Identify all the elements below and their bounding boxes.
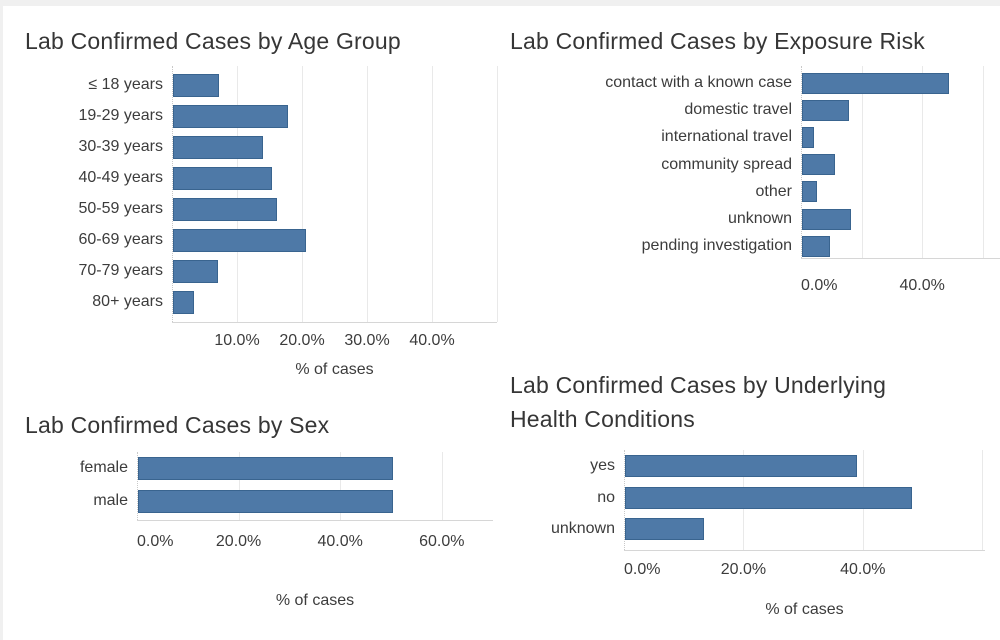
x-axis-title: % of cases [275,592,355,609]
axis-line [801,258,1000,259]
axis-line [137,520,493,521]
bar[interactable] [625,486,913,509]
gridline [861,66,863,258]
category-label: international travel [661,128,792,146]
bar[interactable] [802,181,818,203]
category-label: 60-69 years [78,231,164,248]
x-tick-label: 40.0% [317,533,363,550]
category-label: community spread [661,155,792,173]
bar[interactable] [173,197,277,221]
x-axis-title: % of cases [295,361,374,378]
chart-title: Lab Confirmed Cases by Age Group [25,28,401,54]
gridline [982,66,984,258]
bar[interactable] [173,73,220,97]
category-label: 30-39 years [78,138,164,155]
bar[interactable] [173,104,289,128]
category-label: domestic travel [684,101,792,119]
category-label: unknown [727,210,792,227]
gridline [497,66,498,322]
x-tick-label: 30.0% [344,332,390,349]
x-tick-label: 20.0% [279,332,325,349]
bar[interactable] [138,489,393,513]
category-label: unknown [550,520,615,537]
gridline [982,450,984,550]
category-label: other [755,182,792,200]
gridline [432,66,433,322]
category-label: contact with a known case [605,74,792,91]
chart-title: Lab Confirmed Cases by Exposure Risk [510,28,925,54]
axis-line [624,550,985,551]
x-tick-label: 40.0% [840,561,886,578]
bar[interactable] [802,208,852,230]
x-tick-label: 0.0% [624,561,661,578]
bar[interactable] [802,126,815,148]
category-label: pending investigation [641,237,792,255]
x-axis-title: % of cases [765,601,844,618]
category-label: 80+ years [92,293,163,310]
x-tick-label: 20.0% [720,561,767,578]
category-label: ≤ 18 years [88,76,163,93]
bar[interactable] [625,518,704,540]
gridline [367,66,368,322]
category-label: 19-29 years [78,107,164,124]
bar[interactable] [802,72,949,94]
x-tick-label: 0.0% [801,277,838,294]
category-label: female [79,459,128,476]
chart-title: Lab Confirmed Cases by Sex [25,412,330,438]
gridline [922,66,924,258]
category-label: 40-49 years [78,169,164,186]
bar[interactable] [173,135,264,159]
bar[interactable] [802,154,836,176]
x-tick-label: 10.0% [214,332,260,349]
bar[interactable] [802,235,830,257]
x-tick-label: 40.0% [899,277,945,294]
x-tick-label: 0.0% [137,533,174,550]
category-label: male [93,492,128,509]
bar[interactable] [173,166,273,190]
bar[interactable] [173,259,218,283]
x-tick-label: 20.0% [215,533,262,550]
bar[interactable] [173,228,307,252]
category-label: 70-79 years [78,262,164,279]
gridline [302,66,303,322]
x-tick-label: 60.0% [419,533,465,550]
gridline [441,452,443,520]
axis-line [172,322,497,323]
window-edge-left [0,0,3,640]
bar[interactable] [625,455,858,477]
window-edge-top [0,0,1000,6]
bar[interactable] [173,290,194,314]
bar[interactable] [138,456,394,480]
category-label: 50-59 years [78,200,164,217]
x-tick-label: 40.0% [409,332,455,349]
bar[interactable] [802,99,849,121]
chart-title: Lab Confirmed Cases by Underlying Health… [510,372,887,432]
